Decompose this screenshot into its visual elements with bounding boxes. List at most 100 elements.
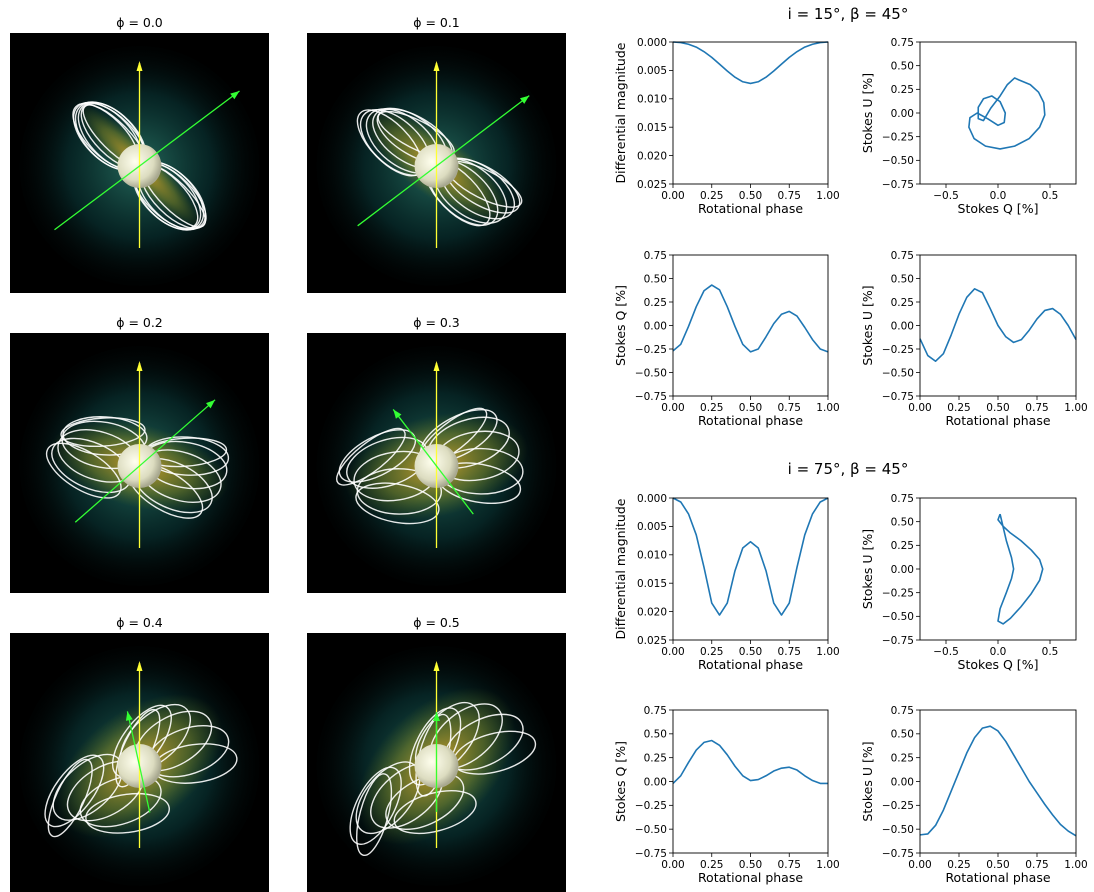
y-tick-label: 0.00 <box>644 320 667 332</box>
y-tick-label: 0.010 <box>637 550 667 562</box>
y-axis-label: Stokes U [%] <box>860 285 875 365</box>
rotation-axis-arrowhead <box>136 361 143 371</box>
y-tick-label: −0.75 <box>882 635 914 647</box>
y-tick-label: −0.25 <box>635 344 667 356</box>
x-tick-label: 0.75 <box>778 859 801 871</box>
x-tick-label: 0.00 <box>908 859 931 871</box>
x-tick-label: 0.00 <box>661 859 684 871</box>
x-tick-label: 0.50 <box>739 859 762 871</box>
chart-stokes-u-15: 0.00 0.25 0.50 0.75 1.00 −0.75 −0.50 −0.25 0.00 0… <box>860 250 1088 428</box>
x-axis-label: Rotational phase <box>945 413 1050 428</box>
x-axis-label: Rotational phase <box>945 870 1050 885</box>
y-tick-label: 0.00 <box>644 776 667 788</box>
y-tick-label: 0.000 <box>637 37 667 49</box>
y-tick-label: 0.25 <box>644 752 667 764</box>
x-tick-label: 0.75 <box>1025 402 1048 414</box>
y-tick-label: 0.25 <box>891 752 914 764</box>
snapshot-title: ϕ = 0.5 <box>413 615 460 630</box>
rotation-axis-arrowhead <box>433 361 440 371</box>
y-tick-label: −0.75 <box>635 848 667 860</box>
field-line <box>349 766 402 845</box>
y-tick-label: 0.50 <box>891 729 914 741</box>
field-line <box>44 754 105 828</box>
snapshot-panel: ϕ = 0.5 <box>307 615 566 892</box>
rotation-axis-arrowhead <box>433 661 440 671</box>
axes-frame <box>672 41 829 185</box>
field-line <box>356 468 443 515</box>
x-axis-label: Rotational phase <box>698 413 803 428</box>
magnetic-axis-arrowhead <box>205 399 216 409</box>
field-line <box>336 427 406 486</box>
magnetic-axis <box>392 409 474 515</box>
y-axis-label: Stokes U [%] <box>860 741 875 821</box>
snapshot-panels: ϕ = 0.0 ϕ = 0.1 ϕ = 0.2 ϕ = 0.3 ϕ = 0.4 ϕ = 0… <box>10 15 566 892</box>
snapshot-panel: ϕ = 0.2 <box>10 315 269 593</box>
x-tick-label: 0.50 <box>986 402 1009 414</box>
magnetic-axis-arrowhead <box>125 711 133 721</box>
y-tick-label: −0.50 <box>882 824 914 836</box>
y-tick-label: 0.50 <box>644 729 667 741</box>
y-tick-label: −0.75 <box>882 848 914 860</box>
magnetic-axis <box>126 711 151 813</box>
field-line <box>79 774 162 828</box>
x-tick-label: 0.00 <box>908 402 931 414</box>
magnetic-axis-arrowhead <box>393 409 402 419</box>
x-tick-label: 1.00 <box>1064 402 1087 414</box>
series-line <box>672 284 829 353</box>
x-tick-label: 0.50 <box>739 646 762 658</box>
y-tick-label: −0.75 <box>882 179 914 191</box>
series-line <box>919 725 1077 837</box>
magnetic-axis-arrowhead <box>433 712 440 721</box>
x-tick-label: 0.75 <box>778 646 801 658</box>
x-tick-label: 0.50 <box>739 402 762 414</box>
x-tick-label: 1.00 <box>816 646 839 658</box>
x-tick-label: 0.00 <box>661 402 684 414</box>
x-axis-label: Rotational phase <box>698 201 803 216</box>
series-line <box>997 513 1044 625</box>
x-tick-label: 0.25 <box>700 859 723 871</box>
y-tick-label: 0.50 <box>891 516 914 528</box>
x-tick-label: 0.00 <box>661 190 684 202</box>
y-tick-label: 0.50 <box>891 60 914 72</box>
x-tick-label: 0.25 <box>700 190 723 202</box>
snapshot-title: ϕ = 0.2 <box>116 315 163 330</box>
field-line <box>355 482 440 525</box>
x-tick-label: 0.0 <box>990 190 1007 202</box>
x-tick-label: 1.00 <box>816 859 839 871</box>
y-axis-label: Stokes U [%] <box>860 73 875 153</box>
axes-frame <box>919 41 1077 185</box>
magnetic-axis-arrowhead <box>230 91 240 100</box>
y-tick-label: 0.025 <box>637 635 667 647</box>
snapshot-title: ϕ = 0.3 <box>413 315 460 330</box>
series-line <box>672 41 829 85</box>
rotation-axis-arrowhead <box>136 61 143 71</box>
y-tick-label: 0.020 <box>637 150 667 162</box>
series-line <box>672 497 829 616</box>
y-tick-label: 0.50 <box>891 273 914 285</box>
x-tick-label: −0.5 <box>933 190 959 202</box>
x-tick-label: 0.75 <box>778 402 801 414</box>
x-tick-label: 0.00 <box>661 646 684 658</box>
y-tick-label: 0.015 <box>637 122 667 134</box>
y-tick-label: −0.50 <box>882 611 914 623</box>
chart-panels: 0.00 0.25 0.50 0.75 1.00 0.000 0.005 0.010 0.015… <box>613 37 1088 885</box>
y-axis-label: Differential magnitude <box>613 42 628 183</box>
x-tick-label: 1.00 <box>816 402 839 414</box>
axes-frame <box>672 709 829 854</box>
y-tick-label: −0.50 <box>635 367 667 379</box>
axes-frame <box>672 497 829 641</box>
chart-qu-loop-15: −0.5 0.0 0.5 −0.75 −0.50 −0.25 0.00 0.25 0.50 0.7… <box>860 37 1077 216</box>
y-tick-label: 0.000 <box>637 493 667 505</box>
y-tick-label: 0.25 <box>891 297 914 309</box>
y-tick-label: 0.75 <box>891 493 914 505</box>
y-tick-label: 0.00 <box>891 320 914 332</box>
snapshot-panel: ϕ = 0.4 <box>10 615 269 892</box>
y-tick-label: 0.25 <box>891 84 914 96</box>
y-tick-label: −0.25 <box>882 800 914 812</box>
field-line <box>45 442 122 499</box>
snapshot-title: ϕ = 0.1 <box>413 15 460 30</box>
snapshot-panel: ϕ = 0.0 <box>10 15 269 293</box>
y-tick-label: 0.00 <box>891 108 914 120</box>
series-line <box>919 288 1077 363</box>
